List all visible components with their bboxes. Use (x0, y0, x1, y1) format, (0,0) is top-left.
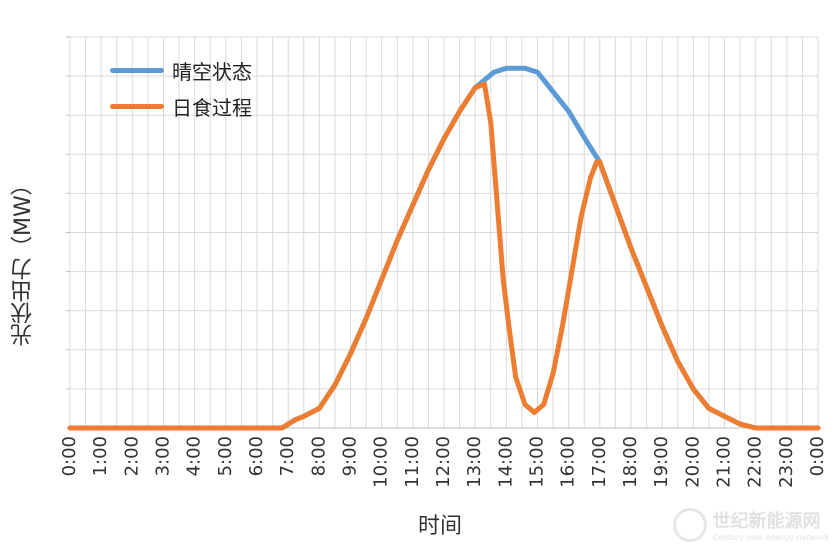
x-tick-label: 22:00 (745, 436, 766, 488)
legend-label-eclipse: 日食过程 (172, 95, 252, 120)
watermark-main-text: 世纪新能源网 (712, 511, 821, 532)
data-point-clear-sky (544, 81, 550, 87)
x-tick-label: 2:00 (121, 436, 142, 476)
data-point-eclipse (560, 324, 565, 329)
data-point-eclipse (472, 85, 478, 91)
data-point-eclipse (569, 269, 575, 274)
data-point-eclipse (597, 159, 603, 165)
x-tick-label: 0:00 (59, 436, 80, 476)
data-point-eclipse (292, 417, 297, 423)
x-tick-label: 7:00 (277, 436, 298, 476)
data-point-eclipse (363, 316, 369, 321)
data-point-clear-sky (482, 77, 487, 83)
data-point-eclipse (628, 245, 634, 251)
watermark-sub-text: Century new energy network (712, 533, 829, 542)
data-point-eclipse (659, 324, 665, 329)
data-point-eclipse (441, 136, 447, 141)
data-point-eclipse (722, 413, 727, 419)
x-tick-label: 18:00 (620, 436, 641, 488)
data-point-eclipse (588, 175, 593, 181)
watermark-logo: 世纪新能源网 Century new energy network (672, 507, 829, 542)
data-point-eclipse (522, 402, 528, 407)
data-point-clear-sky (585, 140, 590, 145)
data-point-clear-sky (513, 65, 518, 71)
data-point-clear-sky (553, 93, 559, 98)
legend-swatch-eclipse (110, 103, 164, 109)
x-tick-label: 3:00 (153, 436, 174, 476)
x-tick-label: 23:00 (776, 436, 797, 488)
x-tick-label: 13:00 (464, 436, 485, 488)
x-axis-title: 时间 (417, 514, 462, 539)
data-point-eclipse (426, 167, 431, 173)
data-point-clear-sky (535, 69, 540, 75)
legend: 晴空状态 日食过程 (110, 52, 252, 124)
x-tick-label: 11:00 (402, 436, 423, 488)
x-tick-label: 4:00 (184, 436, 205, 476)
series-line-eclipse (67, 81, 821, 431)
legend-label-clear-sky: 晴空状态 (172, 59, 252, 84)
x-tick-label: 21:00 (714, 436, 735, 488)
x-tick-label: 14:00 (495, 436, 516, 488)
data-point-eclipse (317, 406, 322, 411)
legend-swatch-clear-sky (110, 67, 164, 73)
data-point-clear-sky (566, 108, 571, 114)
data-point-eclipse (301, 413, 307, 419)
data-point-eclipse (379, 277, 384, 282)
x-tick-label: 17:00 (589, 436, 610, 488)
data-point-clear-sky (504, 65, 509, 71)
data-point-eclipse (737, 421, 743, 427)
data-point-eclipse (691, 386, 696, 392)
data-point-eclipse (578, 214, 584, 220)
data-point-eclipse (488, 120, 494, 126)
x-tick-label: 9:00 (340, 436, 361, 476)
data-point-eclipse (457, 108, 462, 114)
data-point-eclipse (348, 351, 353, 357)
data-point-eclipse (494, 198, 500, 204)
x-tick-label: 1:00 (90, 436, 111, 476)
legend-item-eclipse: 日食过程 (110, 88, 252, 124)
x-tick-label: 8:00 (308, 436, 329, 476)
data-point-eclipse (644, 284, 649, 290)
data-point-eclipse (541, 402, 547, 407)
x-tick-label: 5:00 (215, 436, 236, 476)
data-point-clear-sky (522, 65, 528, 71)
data-point-eclipse (675, 359, 681, 364)
data-point-eclipse (532, 410, 537, 415)
data-point-eclipse (513, 374, 518, 380)
data-point-eclipse (706, 406, 712, 411)
x-tick-label: 6:00 (246, 436, 267, 476)
x-tick-label: 15:00 (527, 436, 548, 488)
data-point-eclipse (279, 425, 285, 431)
data-point-eclipse (410, 202, 416, 208)
x-tick-label: 12:00 (433, 436, 454, 488)
leaf-logo-icon (672, 507, 707, 542)
data-point-clear-sky (491, 69, 497, 75)
data-point-eclipse (482, 81, 487, 87)
data-point-eclipse (815, 425, 821, 431)
data-point-eclipse (394, 238, 400, 243)
data-point-eclipse (507, 327, 512, 333)
data-point-eclipse (500, 277, 506, 282)
data-point-clear-sky (575, 124, 581, 130)
data-point-eclipse (613, 202, 618, 208)
data-point-eclipse (753, 425, 758, 431)
y-axis-title: 光伏出力（MW） (11, 173, 36, 347)
legend-item-clear-sky: 晴空状态 (110, 52, 252, 88)
x-tick-label: 16:00 (558, 436, 579, 488)
data-point-eclipse (550, 370, 556, 376)
x-tick-label: 10:00 (371, 436, 392, 488)
x-tick-label: 20:00 (682, 436, 703, 488)
x-tick-label: 0:00 (807, 436, 828, 476)
x-tick-label: 19:00 (651, 436, 672, 488)
data-point-eclipse (332, 382, 338, 388)
data-point-eclipse (67, 425, 73, 431)
